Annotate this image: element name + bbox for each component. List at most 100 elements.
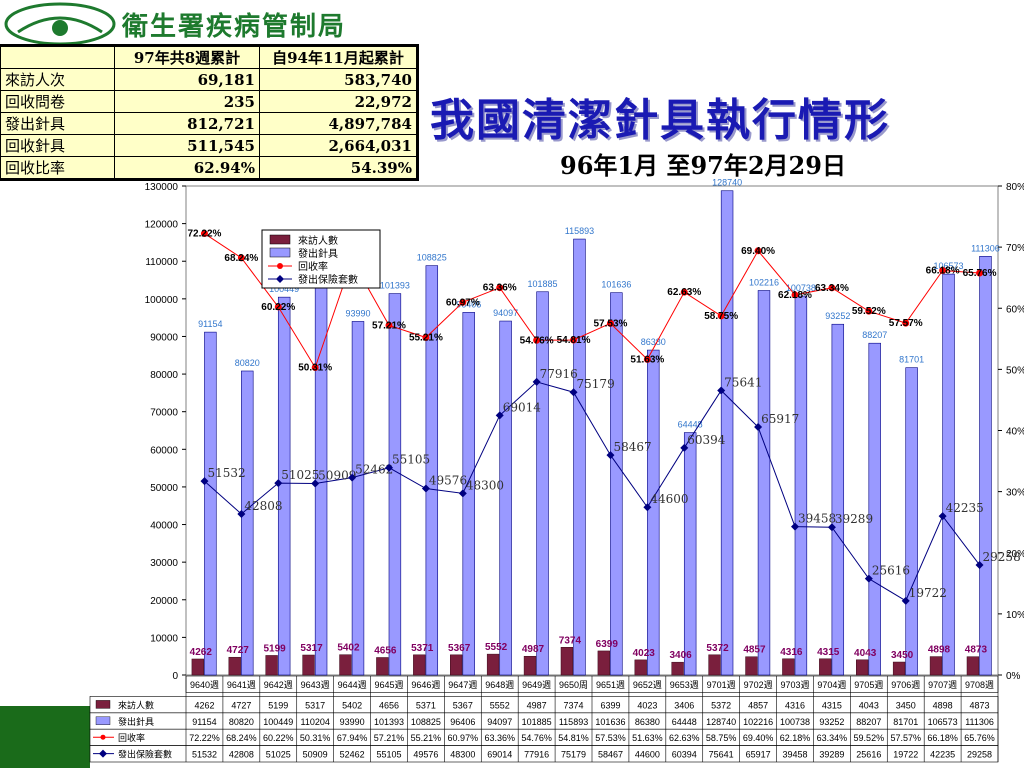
- table-cell: 4316: [785, 700, 805, 710]
- line-return-rate: [204, 233, 980, 369]
- label-kits: 19722: [909, 586, 947, 600]
- label-syringes-out: 100738: [786, 283, 816, 293]
- table-cell: 65.76%: [964, 733, 995, 743]
- label-visitors: 5402: [337, 643, 360, 654]
- label-return-rate: 63.34%: [815, 283, 849, 294]
- label-return-rate: 72.22%: [187, 229, 221, 240]
- label-return-rate: 66.18%: [926, 265, 960, 276]
- marker-kits: [975, 560, 984, 569]
- table-cell: 19722: [893, 750, 918, 760]
- table-category: 9705週: [854, 680, 883, 690]
- label-syringes-out: 91154: [198, 319, 222, 329]
- label-visitors: 4262: [190, 647, 213, 658]
- marker-return-rate: [902, 319, 910, 327]
- summary-row-label: 來訪人次: [0, 68, 115, 91]
- label-return-rate: 57.53%: [593, 318, 627, 329]
- summary-row: 回收針具 511,545 2,664,031: [0, 134, 417, 157]
- table-cell: 55105: [376, 750, 401, 760]
- label-kits: 50909: [318, 469, 356, 483]
- table-cell: 39289: [819, 750, 844, 760]
- bar-visitors: [671, 661, 684, 676]
- table-cell: 93252: [819, 717, 844, 727]
- bar-syringes-out: [241, 370, 254, 676]
- marker-kits: [606, 451, 615, 460]
- agency-name: 衛生署疾病管制局: [122, 12, 347, 42]
- table-cell: 5367: [453, 700, 473, 710]
- table-cell: 62.18%: [780, 733, 811, 743]
- summary-header-blank: [0, 46, 115, 69]
- label-kits: 77916: [540, 367, 578, 381]
- label-kits: 51532: [207, 466, 245, 480]
- label-return-rate: 58.75%: [704, 311, 738, 322]
- label-visitors: 5371: [411, 643, 434, 654]
- table-category: 9645週: [374, 680, 403, 690]
- line-kits: [204, 381, 980, 602]
- marker-return-rate: [865, 307, 873, 315]
- table-cell: 101393: [374, 717, 404, 727]
- left-axis-label: 130000: [145, 182, 179, 193]
- label-visitors: 4857: [743, 645, 766, 656]
- label-syringes-out: 94097: [493, 308, 518, 318]
- bar-visitors: [450, 654, 463, 676]
- label-visitors: 4315: [817, 647, 840, 658]
- label-syringes-out: 80820: [235, 358, 260, 368]
- marker-kits: [901, 596, 910, 605]
- table-cell: 67.94%: [337, 733, 368, 743]
- bar-visitors: [560, 647, 574, 676]
- left-axis-label: 110000: [145, 257, 178, 268]
- label-visitors: 4023: [633, 648, 656, 659]
- right-axis-label: 70%: [1006, 243, 1024, 254]
- table-cell: 63.36%: [484, 733, 515, 743]
- label-visitors: 3450: [891, 650, 914, 661]
- label-kits: 75179: [577, 377, 615, 391]
- label-return-rate: 62.18%: [778, 290, 812, 301]
- table-row-marker: [100, 734, 106, 740]
- summary-row-week8: 812,721: [114, 112, 260, 135]
- label-kits: 69014: [503, 400, 542, 414]
- marker-return-rate: [533, 336, 541, 344]
- marker-kits: [274, 479, 283, 488]
- label-syringes-out: 106573: [934, 261, 964, 271]
- marker-kits: [495, 411, 504, 420]
- left-axis-label: 50000: [150, 483, 178, 494]
- label-return-rate: 68.24%: [224, 253, 258, 264]
- table-cell: 4043: [859, 700, 879, 710]
- table-cell: 75179: [561, 750, 586, 760]
- table-cell: 39458: [782, 750, 807, 760]
- label-syringes-out: 101393: [380, 281, 410, 291]
- table-cell: 52462: [340, 750, 365, 760]
- label-syringes-out: 93252: [825, 311, 850, 321]
- table-cell: 66.18%: [927, 733, 958, 743]
- marker-return-rate: [754, 247, 762, 255]
- left-axis-label: 100000: [145, 295, 179, 306]
- label-return-rate: 63.36%: [483, 283, 517, 294]
- table-row-label: 回收率: [118, 732, 145, 743]
- bar-syringes-out: [499, 320, 512, 676]
- table-cell: 101885: [522, 717, 552, 727]
- right-axis-label: 40%: [1006, 427, 1024, 438]
- table-cell: 128740: [706, 717, 736, 727]
- left-axis-label: 10000: [150, 633, 178, 644]
- left-axis-label: 20000: [150, 596, 178, 607]
- label-visitors: 4727: [227, 645, 250, 656]
- bar-syringes-out: [536, 291, 549, 676]
- bar-visitors: [191, 658, 204, 676]
- bar-visitors: [376, 657, 389, 676]
- label-visitors: 4873: [965, 645, 988, 656]
- marker-return-rate: [976, 269, 984, 277]
- marker-return-rate: [385, 321, 393, 329]
- table-cell: 102216: [743, 717, 773, 727]
- table-cell: 60394: [672, 750, 697, 760]
- label-visitors: 5199: [264, 643, 287, 654]
- table-cell: 91154: [192, 717, 216, 727]
- table-cell: 106573: [928, 717, 958, 727]
- legend-label: 回收率: [298, 260, 328, 273]
- marker-kits: [311, 479, 320, 488]
- table-cell: 44600: [635, 750, 660, 760]
- summary-row-since94: 54.39%: [259, 156, 417, 179]
- table-cell: 4873: [970, 700, 990, 710]
- table-cell: 63.34%: [817, 733, 848, 743]
- right-axis-label: 0%: [1006, 671, 1021, 682]
- label-kits: 65917: [761, 412, 799, 426]
- header-bar: 衛生署疾病管制局: [0, 0, 1024, 48]
